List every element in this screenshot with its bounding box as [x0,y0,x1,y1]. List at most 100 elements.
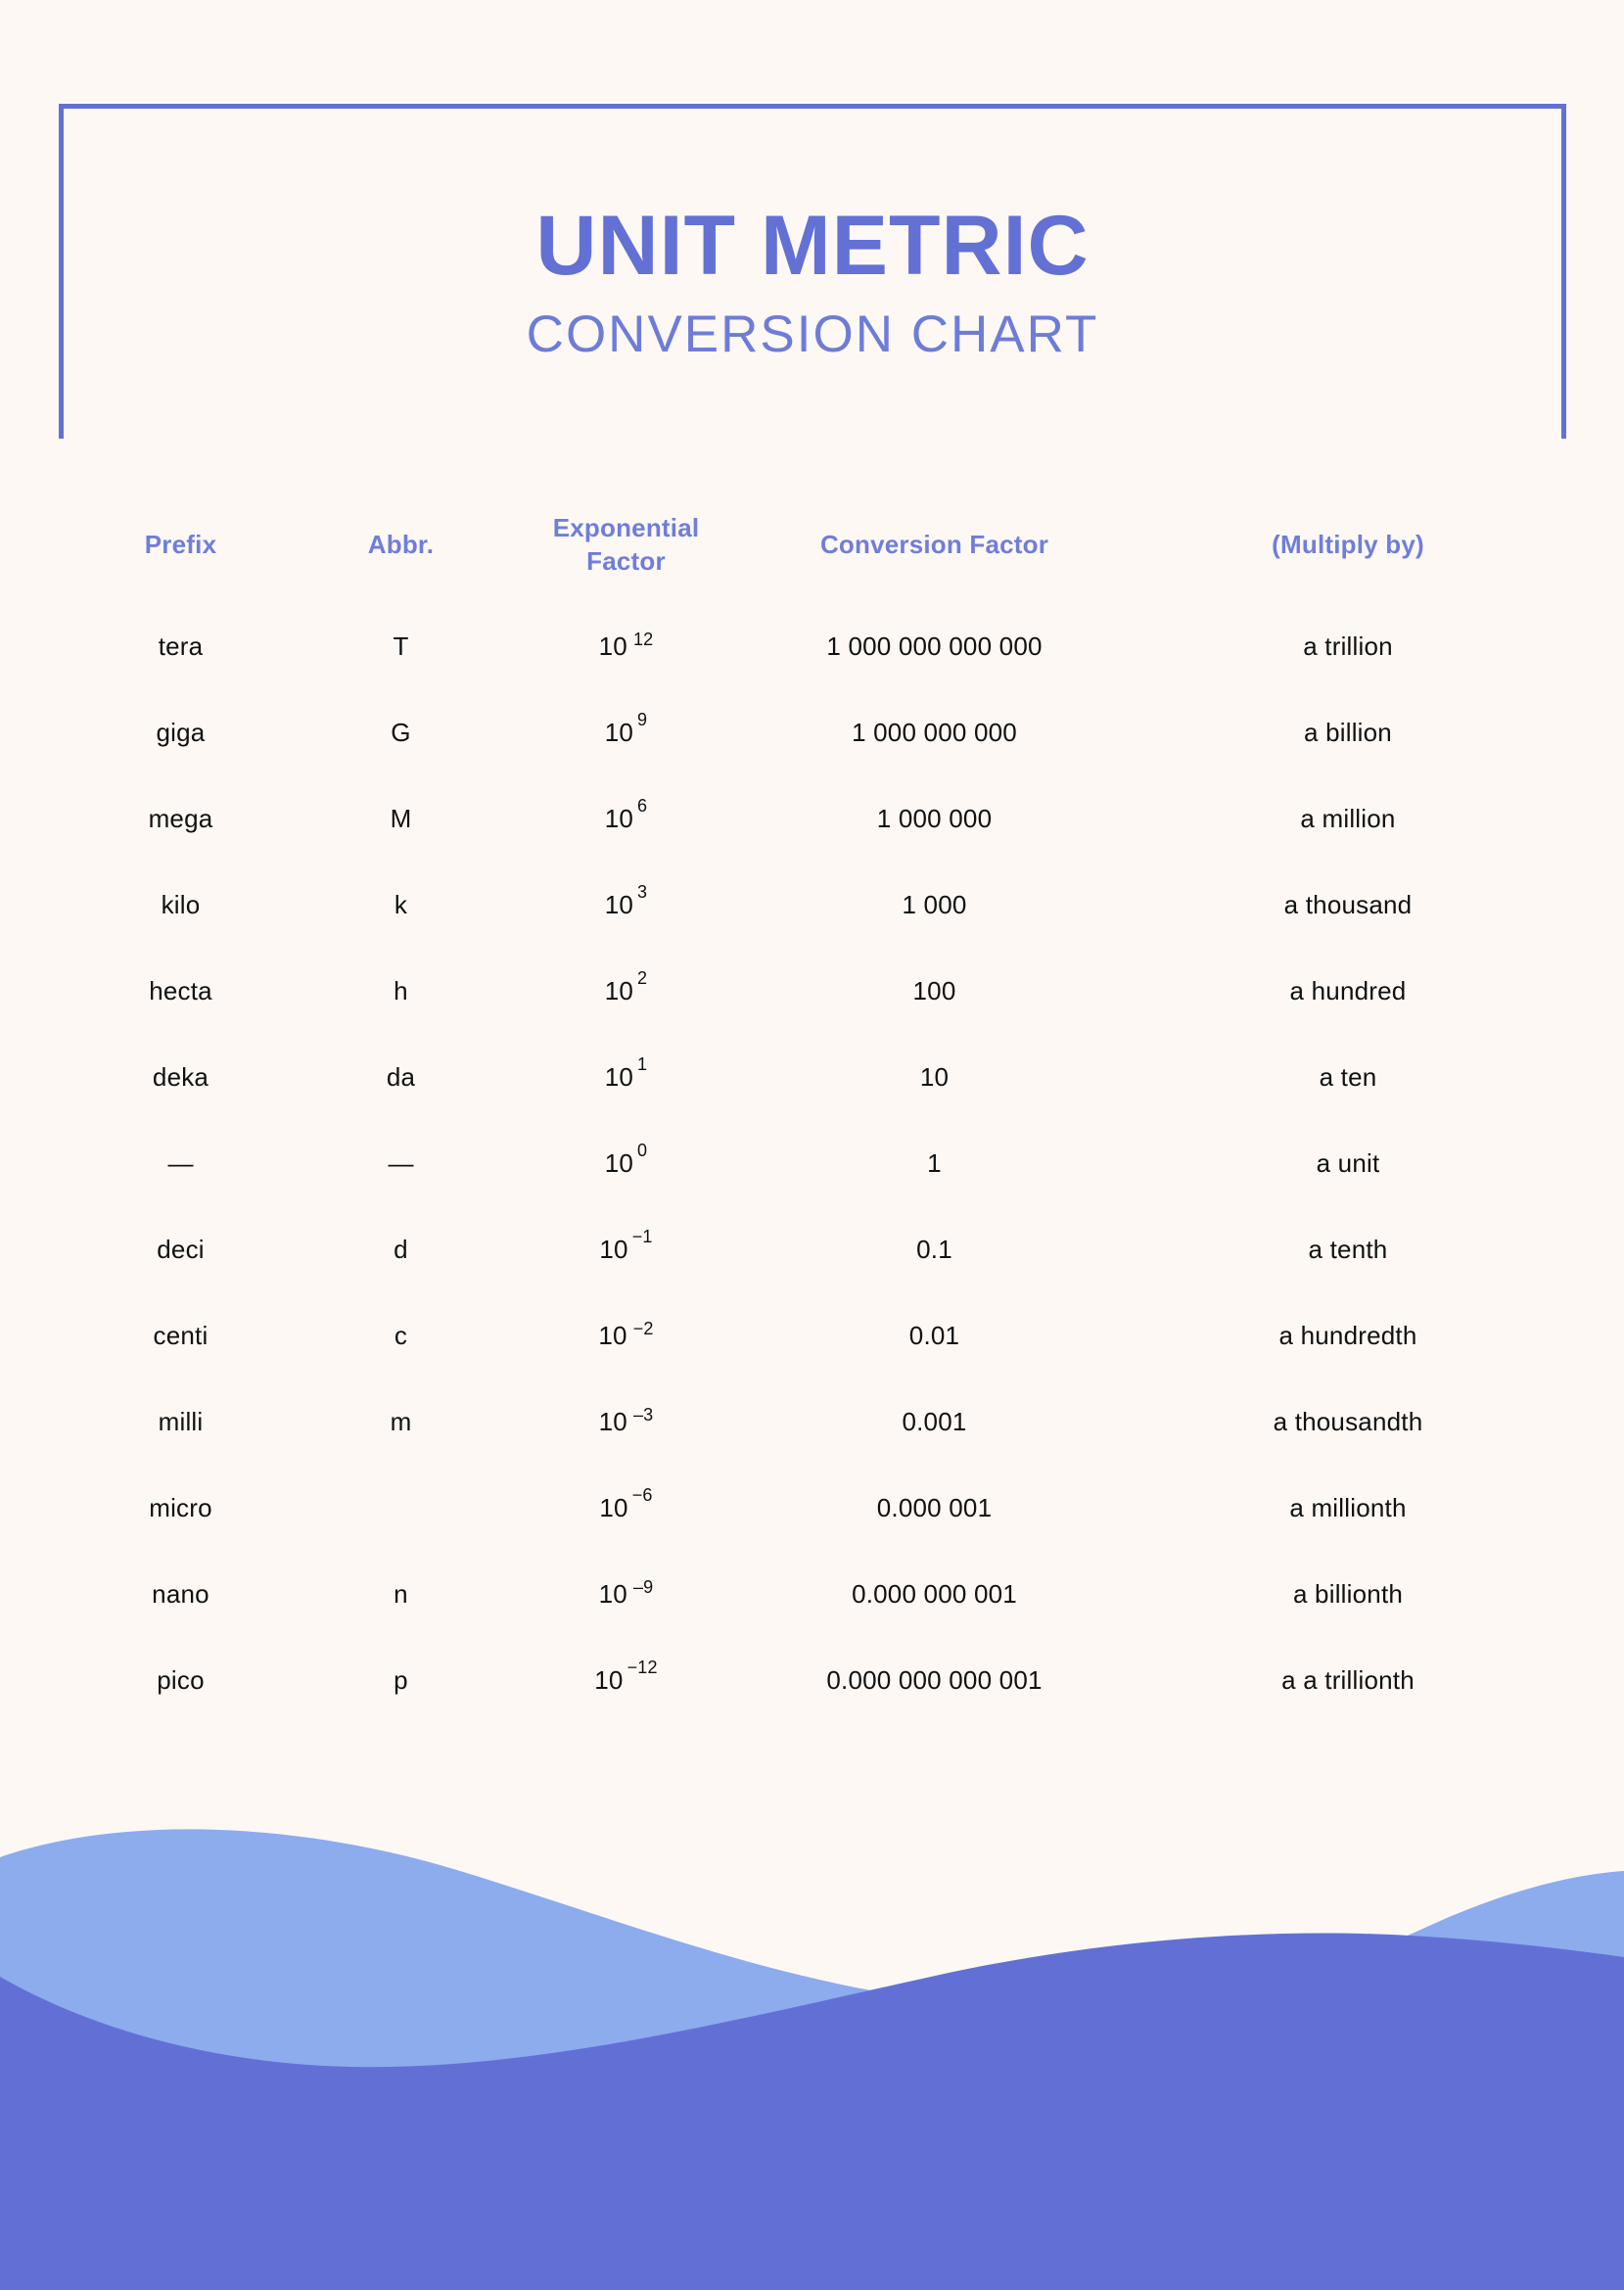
page-subtitle: CONVERSION CHART [526,304,1099,363]
exponential-exponent: –9 [632,1577,654,1598]
cell-prefix: deci [157,1235,205,1265]
exponential-base: 10 [599,1235,628,1265]
conversion-table: Prefix Abbr. Exponential Factor Conversi… [70,505,1568,1724]
cell-prefix: centi [153,1321,209,1351]
cell-exponential-factor: 10 1 [511,1035,741,1121]
cell-abbr: — [388,1148,414,1179]
cell-exponential-factor: 10 12 [511,604,741,690]
exponential-base: 10 [594,1665,624,1696]
cell-abbr: da [386,1062,416,1093]
exponential-exponent: −6 [631,1485,653,1506]
cell-prefix: pico [157,1665,205,1696]
cell-abbr: n [394,1579,408,1610]
cell-multiply-by: a a trillionth [1281,1665,1415,1696]
table-header-row: Prefix Abbr. Exponential Factor Conversi… [70,505,1568,604]
exponential-base: 10 [604,976,634,1006]
cell-conversion-factor: 1 000 000 000 [852,718,1017,748]
cell-exponential-factor: 10 –9 [511,1552,741,1638]
cell-exponential-factor: 10 0 [511,1121,741,1207]
cell-conversion-factor: 0.000 000 000 001 [826,1665,1043,1696]
cell-abbr: M [390,804,412,834]
table-row: mega M 10 6 1 000 000 a million [70,776,1568,863]
cell-multiply-by: a trillion [1303,631,1393,662]
cell-multiply-by: a ten [1319,1062,1377,1093]
cell-abbr: T [393,631,409,662]
cell-prefix: mega [148,804,213,834]
cell-conversion-factor: 0.01 [908,1321,960,1351]
cell-multiply-by: a billionth [1292,1579,1404,1610]
wave-decoration [0,1829,1624,2290]
cell-exponential-factor: 10 9 [511,690,741,776]
cell-multiply-by: a million [1300,804,1396,834]
table-row: micro 10 −6 0.000 001 a millionth [70,1466,1568,1552]
cell-multiply-by: a tenth [1308,1235,1388,1265]
exponential-base: 10 [599,1493,628,1523]
cell-abbr: k [394,890,408,920]
cell-prefix: kilo [161,890,201,920]
column-header-prefix: Prefix [144,530,217,560]
exponential-base: 10 [604,1148,634,1179]
table-row: — — 10 0 1 a unit [70,1121,1568,1207]
table-row: deka da 10 1 10 a ten [70,1035,1568,1121]
cell-abbr: G [391,718,411,748]
cell-abbr [291,1466,511,1552]
exponential-exponent: −12 [626,1658,658,1678]
column-header-multiply-by: (Multiply by) [1272,530,1424,560]
cell-abbr: m [390,1407,412,1437]
cell-conversion-factor: 0.001 [902,1407,967,1437]
exponential-exponent: 12 [632,630,654,650]
table-row: centi c 10 −2 0.01 a hundredth [70,1293,1568,1379]
table-row: tera T 10 12 1 000 000 000 000 a trillion [70,604,1568,690]
cell-multiply-by: a millionth [1289,1493,1407,1523]
page-title: UNIT METRIC [535,199,1090,294]
wave-dark-shape [0,1933,1624,2290]
column-header-conversion-factor: Conversion Factor [819,530,1049,560]
cell-prefix: hecta [149,976,212,1006]
cell-prefix: deka [152,1062,209,1093]
cell-conversion-factor: 0.000 001 [876,1493,993,1523]
cell-exponential-factor: 10 −6 [511,1466,741,1552]
exponential-base: 10 [598,631,627,662]
table-row: nano n 10 –9 0.000 000 001 a billionth [70,1552,1568,1638]
exponential-exponent: 0 [637,1141,648,1161]
cell-prefix: nano [152,1579,209,1610]
cell-conversion-factor: 1 000 000 [876,804,993,834]
cell-conversion-factor: 1 [927,1148,942,1179]
conversion-table-wrapper: Prefix Abbr. Exponential Factor Conversi… [0,505,1624,1724]
cell-exponential-factor: 10 3 [511,863,741,949]
table-row: pico p 10 −12 0.000 000 000 001 a a trilliont… [70,1638,1568,1724]
cell-exponential-factor: 10 –3 [511,1379,741,1466]
table-row: giga G 10 9 1 000 000 000 a billion [70,690,1568,776]
cell-exponential-factor: 10 6 [511,776,741,863]
cell-prefix: tera [158,631,204,662]
exponential-base: 10 [598,1407,627,1437]
cell-multiply-by: a thousandth [1273,1407,1423,1437]
cell-exponential-factor: 10 −2 [511,1293,741,1379]
column-header-abbr: Abbr. [367,530,435,560]
cell-conversion-factor: 1 000 [902,890,967,920]
exponential-exponent: 6 [637,796,648,817]
cell-conversion-factor: 0.1 [916,1235,952,1265]
cell-multiply-by: a billion [1304,718,1392,748]
cell-conversion-factor: 0.000 000 001 [852,1579,1017,1610]
table-body: tera T 10 12 1 000 000 000 000 a trillion giga… [70,604,1568,1724]
table-row: milli m 10 –3 0.001 a thousandth [70,1379,1568,1466]
cell-prefix: giga [156,718,206,748]
table-row: deci d 10 −1 0.1 a tenth [70,1207,1568,1293]
cell-exponential-factor: 10 2 [511,949,741,1035]
cell-exponential-factor: 10 −12 [511,1638,741,1724]
exponential-exponent: 9 [637,710,648,730]
cell-abbr: d [394,1235,408,1265]
cell-conversion-factor: 10 [919,1062,950,1093]
cell-multiply-by: a hundredth [1278,1321,1417,1351]
table-row: kilo k 10 3 1 000 a thousand [70,863,1568,949]
cell-prefix: milli [158,1407,204,1437]
cell-abbr: c [394,1321,408,1351]
exponential-base: 10 [604,1062,634,1093]
cell-prefix: — [167,1148,194,1179]
cell-multiply-by: a hundred [1289,976,1407,1006]
cell-conversion-factor: 1 000 000 000 000 [826,631,1043,662]
exponential-exponent: –3 [632,1405,654,1425]
header-frame: UNIT METRIC CONVERSION CHART [59,104,1566,439]
